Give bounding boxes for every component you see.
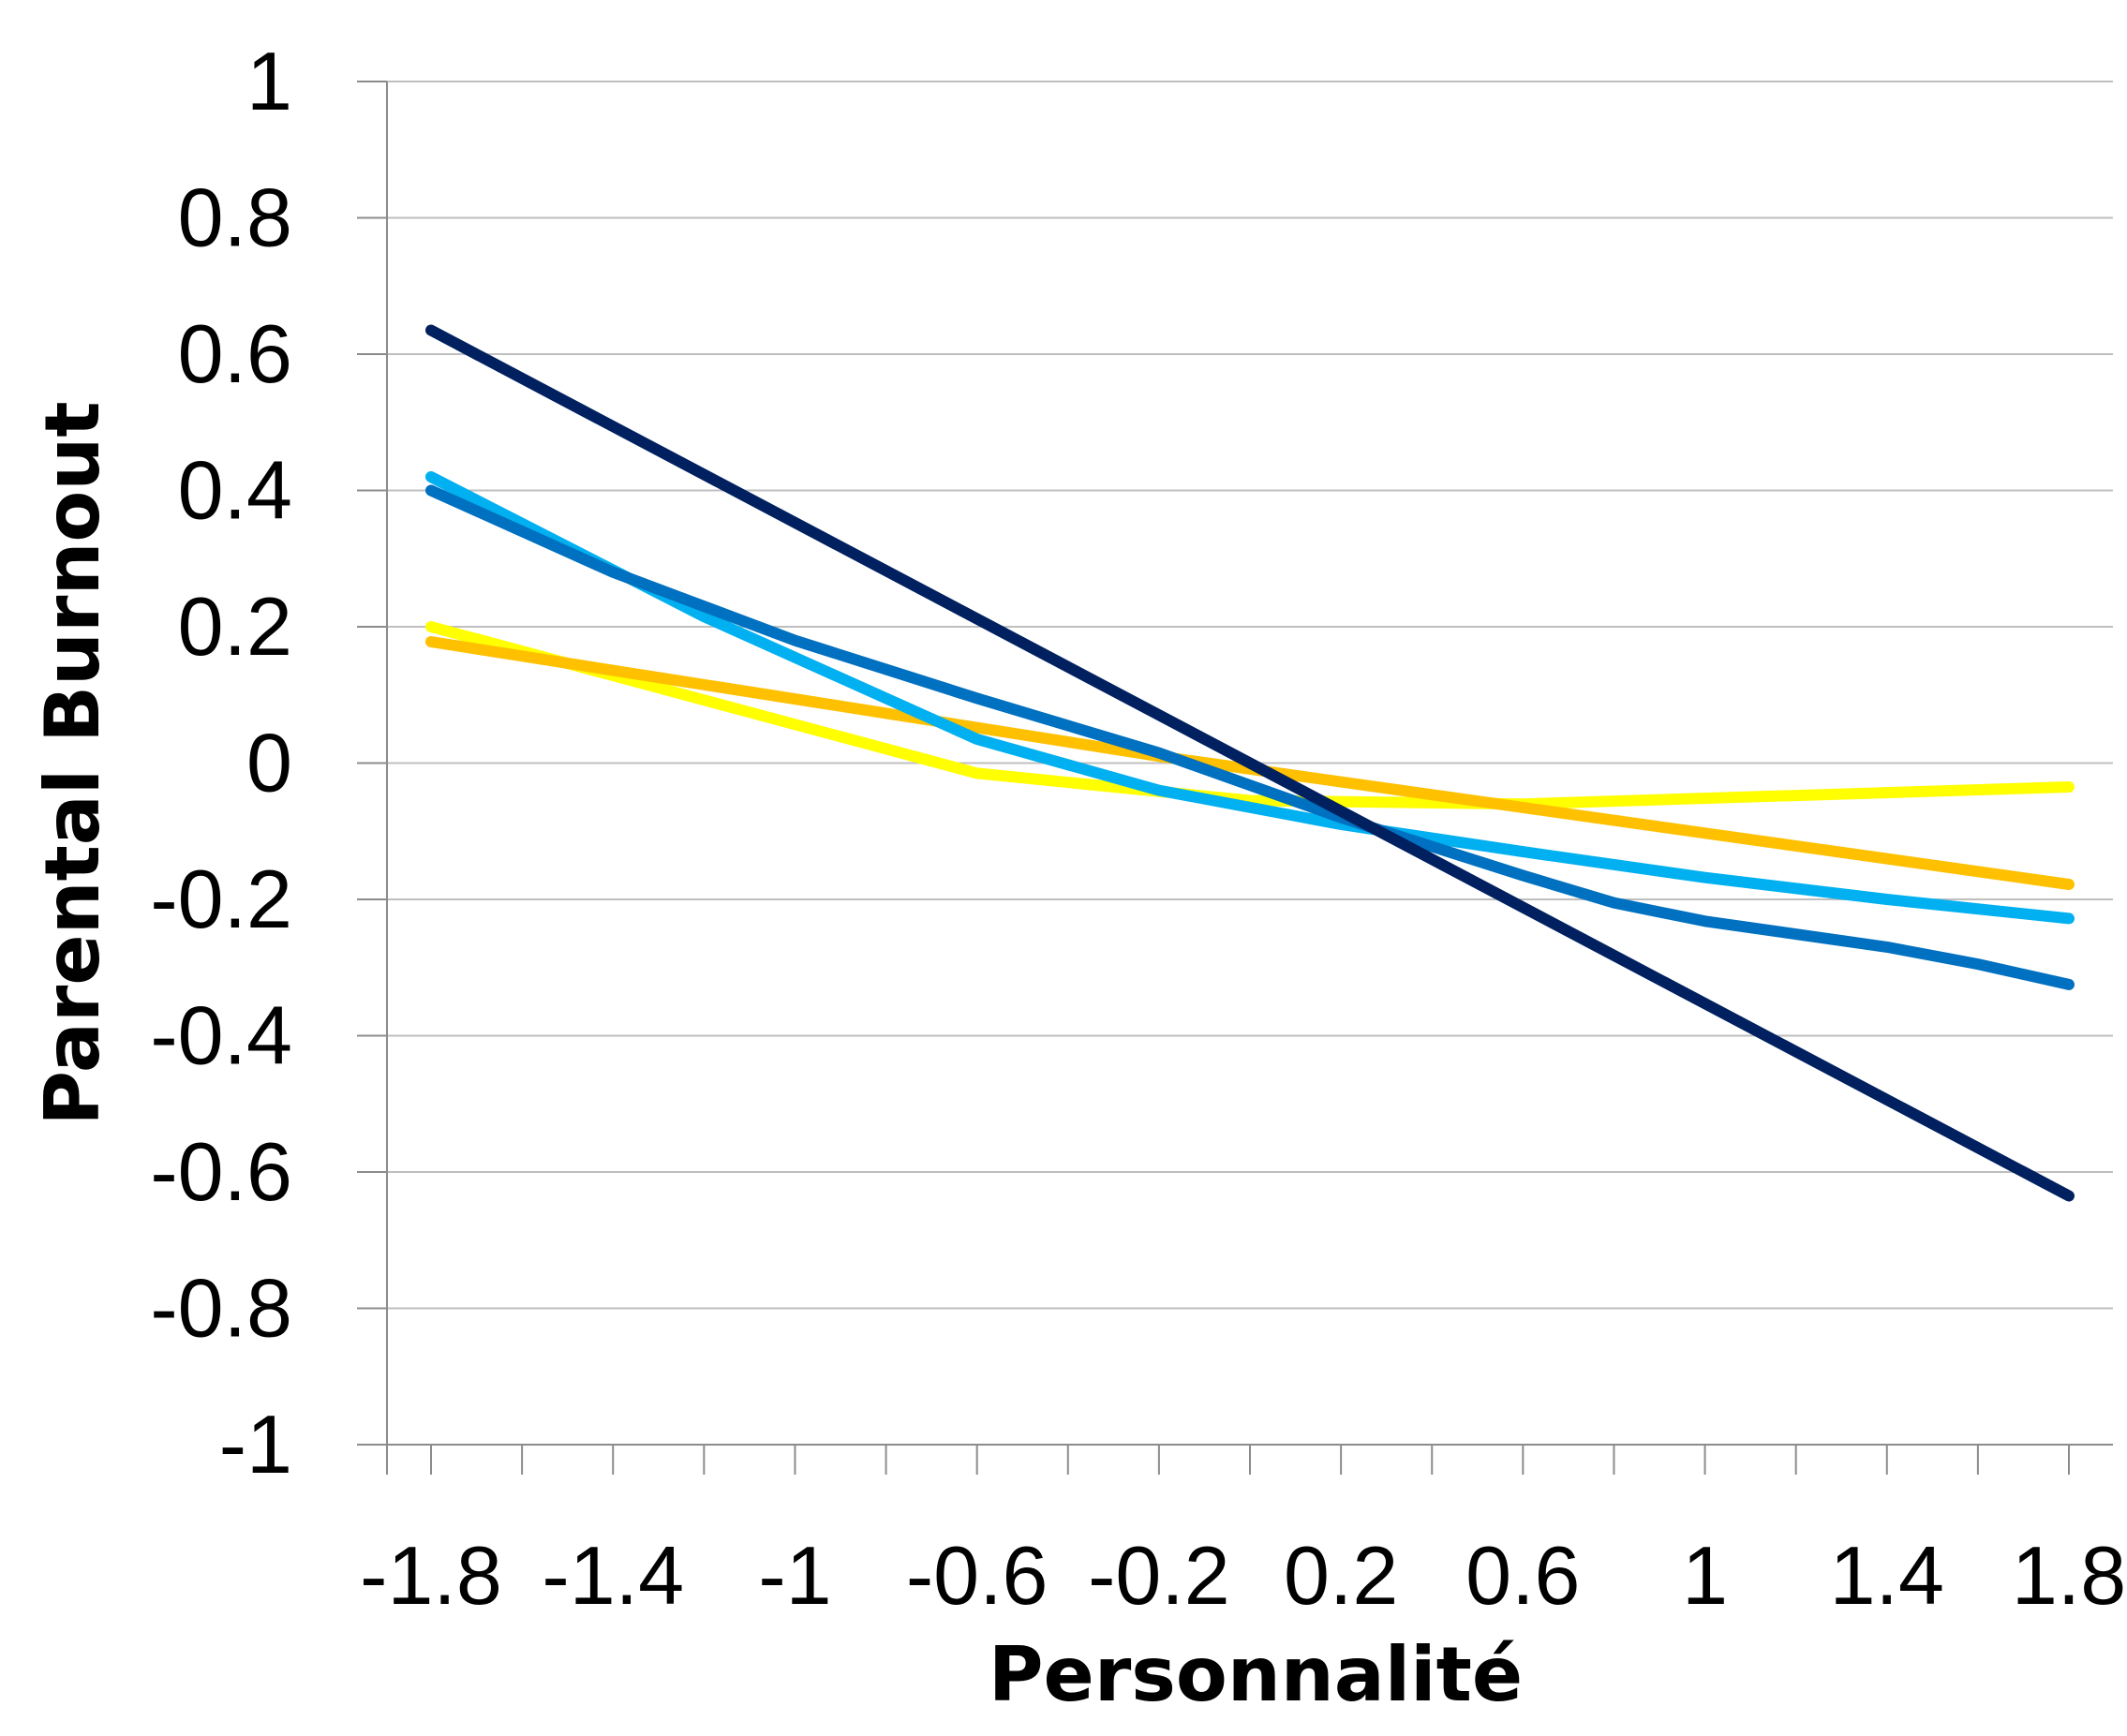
- y-tick-label: -1: [219, 1398, 292, 1491]
- x-tick-label: -1.8: [360, 1529, 502, 1622]
- x-axis-title: Personnalité: [989, 1631, 1523, 1718]
- y-tick-label: -0.4: [150, 989, 292, 1082]
- series-line-5: [425, 324, 2075, 1202]
- x-tick-label: 1.4: [1830, 1529, 1944, 1622]
- x-tick-label: 0.2: [1284, 1529, 1398, 1622]
- y-tick-label: 0.4: [178, 444, 292, 537]
- x-tick-label: 1.8: [2012, 1529, 2126, 1622]
- y-tick-label: -0.2: [150, 853, 292, 945]
- grid-lines: [387, 81, 2113, 1310]
- x-tick-label: -0.2: [1088, 1529, 1230, 1622]
- x-tick-label: 0.6: [1465, 1529, 1580, 1622]
- series-line-4: [425, 484, 2075, 990]
- series-line-3: [425, 471, 2075, 925]
- series-lines: [425, 324, 2075, 1202]
- y-tick-label: -0.6: [150, 1125, 292, 1218]
- y-tick-label: 0: [246, 717, 292, 809]
- y-axis-title: Parental Burnout: [29, 401, 116, 1125]
- x-tick-label: -1.4: [542, 1529, 684, 1622]
- x-tick-label: -0.6: [906, 1529, 1049, 1622]
- y-tick-label: 0.6: [178, 307, 292, 400]
- series-line-1: [425, 621, 2075, 810]
- y-tick-label: 1: [246, 35, 292, 127]
- y-tick-label: 0.8: [178, 171, 292, 264]
- y-tick-label: -0.8: [150, 1262, 292, 1355]
- x-tick-labels: -1.8 -1.4 -1 -0.6 -0.2 0.2 0.6 1 1.4 1.8: [360, 1529, 2126, 1622]
- y-tick-labels: 1 0.8 0.6 0.4 0.2 0 -0.2 -0.4 -0.6 -0.8 -1: [150, 35, 292, 1491]
- x-tick-label: 1: [1682, 1529, 1728, 1622]
- axes: [357, 81, 2113, 1475]
- y-tick-label: 0.2: [178, 580, 292, 673]
- x-tick-label: -1: [758, 1529, 831, 1622]
